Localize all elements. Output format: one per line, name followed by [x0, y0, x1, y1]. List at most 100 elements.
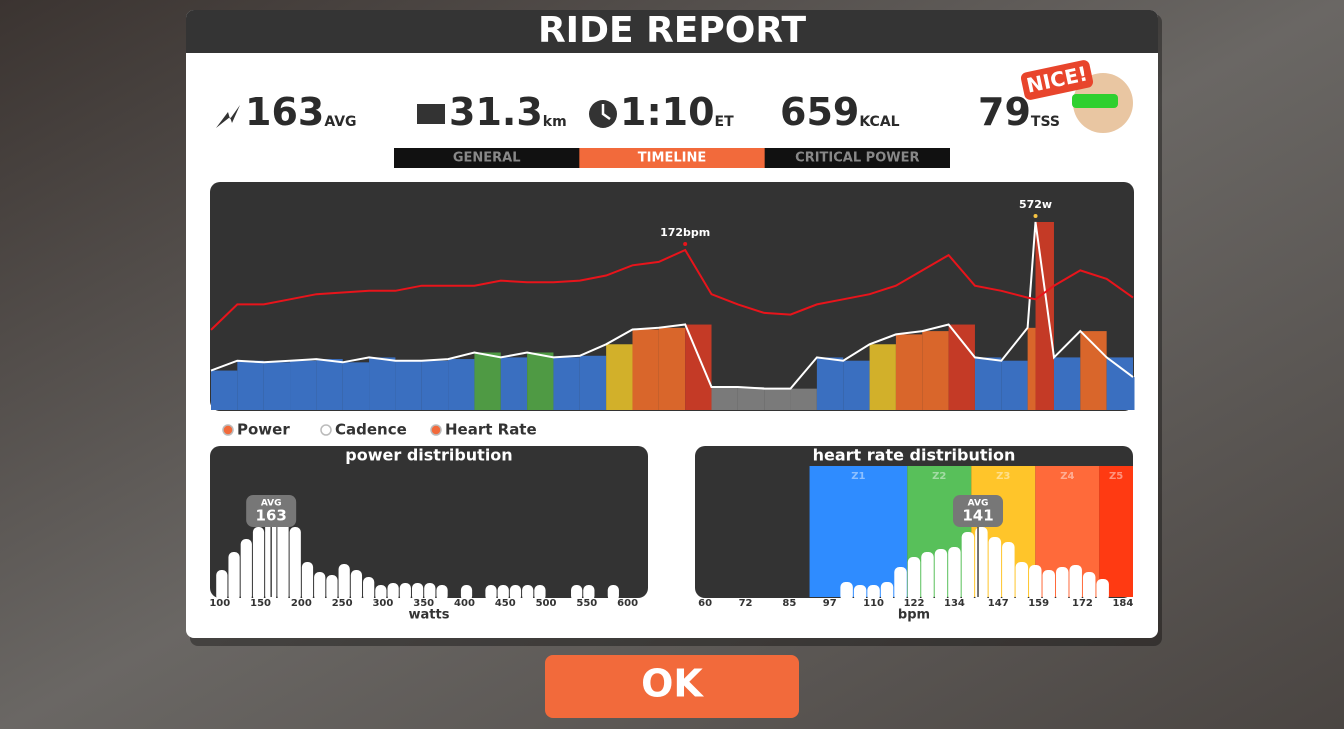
power-bar: [263, 362, 291, 410]
annotation-marker: [1033, 214, 1038, 218]
hist-bar: [289, 527, 301, 601]
x-tick-label: 97: [823, 598, 837, 609]
power-bar: [606, 344, 633, 410]
stat-value: 1:10: [620, 90, 715, 134]
x-tick-label: 350: [413, 598, 434, 609]
power-bar: [632, 329, 659, 410]
zone-label: Z3: [996, 471, 1010, 482]
x-tick-label: 184: [1112, 598, 1133, 609]
x-tick-label: 134: [944, 598, 965, 609]
hist-bar: [277, 522, 289, 601]
stat: 163AVG: [245, 90, 357, 134]
power-bar: [1053, 357, 1081, 410]
hist-bar: [436, 585, 448, 601]
hist-bar: [509, 585, 522, 601]
hr-dist-title: heart rate distribution: [813, 446, 1016, 465]
power-bar: [869, 344, 896, 410]
x-tick-label: 250: [332, 598, 353, 609]
stat-unit: KCAL: [859, 114, 899, 130]
hist-bar: [948, 547, 961, 601]
power-bar: [290, 360, 317, 410]
hist-bar: [961, 532, 975, 601]
hr-xlabel: bpm: [898, 608, 930, 623]
stat-value: 79: [978, 90, 1031, 134]
distance-icon: [417, 104, 445, 124]
hist-bar: [338, 564, 350, 601]
legend-toggle[interactable]: [320, 424, 332, 436]
badge: [1020, 60, 1094, 100]
hist-bar: [583, 585, 595, 601]
power-bar: [1027, 327, 1036, 410]
power-bar: [1001, 360, 1028, 410]
hist-bar: [1056, 567, 1069, 601]
hist-bar: [1082, 572, 1096, 601]
tab-label[interactable]: CRITICAL POWER: [795, 151, 919, 166]
power-dist-title: power distribution: [345, 446, 512, 465]
annotation: 172bpm: [660, 226, 710, 239]
annotation-marker: [683, 242, 688, 246]
power-bar: [237, 360, 264, 410]
avg-label: AVG: [968, 499, 989, 509]
tab-label[interactable]: GENERAL: [453, 151, 521, 166]
legend-label[interactable]: Power: [237, 421, 290, 439]
x-tick-label: 159: [1028, 598, 1049, 609]
power-bar: [342, 362, 370, 410]
hist-bar: [314, 572, 326, 601]
x-tick-label: 150: [250, 598, 271, 609]
power-bar: [579, 355, 607, 410]
hr-line: [210, 248, 1134, 331]
hist-bar: [363, 577, 375, 601]
hist-bar: [301, 562, 314, 601]
hist-bar: [326, 575, 338, 601]
x-tick-label: 100: [209, 598, 230, 609]
avg-value: 141: [962, 507, 993, 525]
hist-bar: [840, 582, 853, 601]
stat-unit: ET: [715, 114, 735, 130]
hist-bar: [387, 583, 399, 601]
ok-label[interactable]: OK: [641, 662, 704, 706]
hist-bar: [934, 549, 948, 601]
hist-bar: [907, 557, 921, 601]
legend-toggle[interactable]: [222, 424, 234, 436]
title: RIDE REPORT: [538, 10, 807, 51]
hist-bar: [1096, 579, 1109, 601]
power-bar: [527, 352, 554, 410]
ok-button[interactable]: [545, 655, 799, 718]
power-bar: [395, 360, 422, 410]
hist-bar: [921, 552, 934, 601]
legend-label[interactable]: Cadence: [335, 421, 407, 439]
hist-bar: [228, 552, 240, 601]
hist-bar: [1042, 570, 1056, 601]
power-bar: [421, 360, 449, 410]
avg-badge: [953, 495, 1004, 527]
x-tick-label: 600: [617, 598, 638, 609]
power-bar: [843, 360, 870, 410]
hist-bar: [375, 585, 387, 601]
hist-bar: [216, 570, 228, 601]
hist-bar: [1002, 542, 1015, 601]
tab-active[interactable]: [579, 148, 765, 168]
hist-bar: [880, 582, 894, 601]
stat-unit: AVG: [324, 114, 356, 130]
hist-bar: [1015, 562, 1029, 601]
hist-bar: [853, 585, 867, 601]
hr-zone: [1099, 466, 1133, 597]
x-tick-label: 300: [372, 598, 393, 609]
tab-label[interactable]: TIMELINE: [638, 151, 706, 166]
avg-badge: [246, 495, 297, 527]
power-bar: [211, 370, 238, 410]
stat: 31.3km: [449, 90, 567, 134]
hist-bar: [894, 567, 907, 601]
power-bar: [790, 388, 817, 410]
avg-value: 163: [256, 507, 287, 525]
hist-bar: [497, 585, 509, 601]
legend-label[interactable]: Heart Rate: [445, 421, 537, 439]
hist-bar: [534, 585, 546, 601]
legend-toggle[interactable]: [430, 424, 442, 436]
zone-label: Z4: [1060, 471, 1074, 482]
power-bar: [711, 386, 738, 410]
power-bar: [737, 386, 765, 410]
avatar-glasses: [1072, 94, 1118, 108]
power-icon: [216, 105, 240, 128]
